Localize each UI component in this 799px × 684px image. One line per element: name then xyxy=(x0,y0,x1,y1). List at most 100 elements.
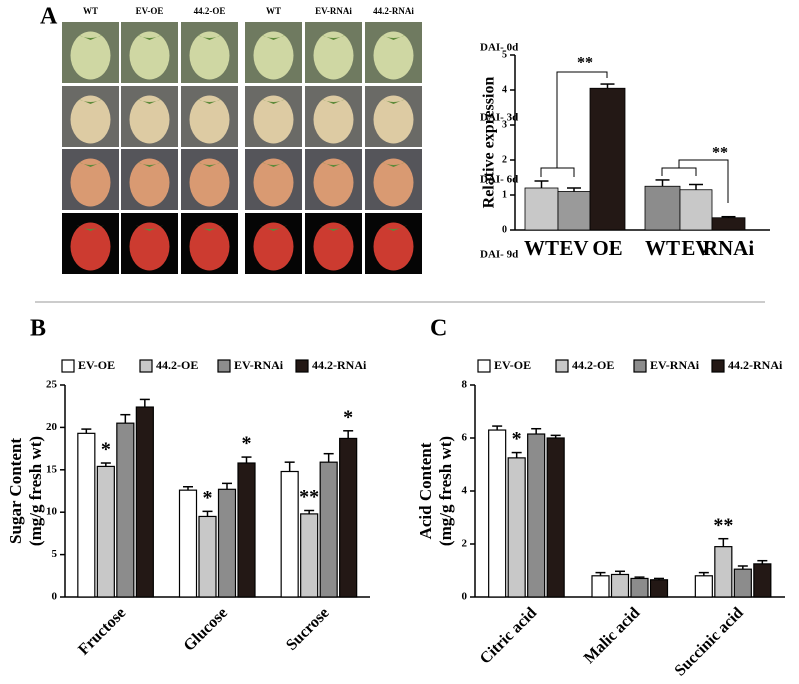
calyx xyxy=(76,161,105,167)
calyx xyxy=(319,161,348,167)
legend-swatch xyxy=(139,359,153,373)
legend-label: 44.2-OE xyxy=(572,358,614,372)
y-axis-label: Sugar Content xyxy=(6,438,25,544)
strawberry xyxy=(253,95,294,144)
error-bar xyxy=(492,425,503,431)
strawberry xyxy=(70,95,111,144)
strawberry xyxy=(313,95,354,144)
calyx xyxy=(259,98,288,104)
bar xyxy=(630,577,649,598)
y-tick-label: 4 xyxy=(462,485,468,497)
bar xyxy=(733,568,752,598)
strawberry xyxy=(70,31,111,80)
photo-column-label: EV-RNAi xyxy=(315,6,352,16)
bar xyxy=(546,437,565,598)
strawberry xyxy=(253,222,294,271)
calyx xyxy=(319,34,348,40)
y-tick-label: 6 xyxy=(462,432,468,444)
calyx xyxy=(195,225,224,231)
bar xyxy=(280,470,299,598)
calyx xyxy=(195,98,224,104)
error-bar xyxy=(284,461,295,472)
error-bar xyxy=(183,486,193,491)
y-tick-label: 0 xyxy=(462,591,468,603)
bar xyxy=(178,489,198,598)
bar xyxy=(610,573,630,598)
strawberry xyxy=(253,158,294,207)
error-bar xyxy=(567,187,581,192)
strawberry xyxy=(70,158,111,207)
calyx xyxy=(195,34,224,40)
calyx xyxy=(379,225,408,231)
legend-swatch xyxy=(295,359,309,373)
legend-swatch xyxy=(217,359,231,373)
x-tick-label: WT xyxy=(524,236,559,260)
y-axis-label: (mg/g fresh wt) xyxy=(26,436,45,546)
strawberry xyxy=(129,158,170,207)
y-tick-label: 4 xyxy=(502,84,507,95)
significance-label: * xyxy=(343,406,353,428)
x-tick-label: WT xyxy=(645,236,680,260)
bar xyxy=(96,465,115,598)
photo-column-label: WT xyxy=(83,6,98,16)
error-bar xyxy=(718,537,729,547)
calyx xyxy=(319,225,348,231)
panel-letter: A xyxy=(40,4,58,30)
bracket xyxy=(661,159,729,203)
y-axis-label: Acid Content xyxy=(416,442,435,539)
x-tick-label: Succinic acid xyxy=(672,604,747,679)
photo-column-label: EV-OE xyxy=(136,6,164,16)
y-tick-label: 2 xyxy=(462,538,468,550)
bar xyxy=(339,437,358,598)
error-bar xyxy=(654,577,664,580)
calyx xyxy=(76,225,105,231)
significance-label: * xyxy=(512,428,522,450)
photo-column-label: 44.2-OE xyxy=(194,6,226,16)
error-bar xyxy=(511,451,522,458)
error-bar xyxy=(689,183,703,190)
error-bar xyxy=(655,179,670,187)
bar xyxy=(679,189,713,231)
legend-label: 44.2-OE xyxy=(156,358,198,372)
bar xyxy=(116,422,135,598)
significance-label: ** xyxy=(577,55,593,72)
calyx xyxy=(379,98,408,104)
calyx xyxy=(259,34,288,40)
x-tick-label: Fructose xyxy=(75,604,129,658)
error-bar xyxy=(721,215,736,218)
strawberry xyxy=(129,31,170,80)
error-bar xyxy=(241,456,252,464)
photo-row-label: DAI- 6d xyxy=(480,174,518,186)
strawberry xyxy=(373,222,414,271)
error-bar xyxy=(120,413,131,424)
error-bar xyxy=(550,434,561,438)
y-tick-label: 10 xyxy=(46,506,58,518)
calyx xyxy=(379,161,408,167)
error-bar xyxy=(202,510,213,517)
significance-label: ** xyxy=(713,514,733,536)
calyx xyxy=(76,34,105,40)
calyx xyxy=(195,161,224,167)
calyx xyxy=(135,34,164,40)
calyx xyxy=(135,225,164,231)
legend-label: EV-OE xyxy=(494,358,531,372)
y-tick-label: 1 xyxy=(502,189,507,200)
error-bar xyxy=(534,180,549,188)
error-bar xyxy=(222,482,232,490)
strawberry xyxy=(373,158,414,207)
y-tick-label: 25 xyxy=(46,379,58,391)
y-tick-label: 0 xyxy=(502,224,507,235)
bar xyxy=(488,429,507,598)
legend-label: EV-RNAi xyxy=(650,358,700,372)
x-tick-label: Citric acid xyxy=(477,604,540,667)
strawberry xyxy=(253,31,294,80)
y-axis-label: (mg/g fresh wt) xyxy=(436,436,455,546)
bar xyxy=(300,513,319,598)
bar xyxy=(198,515,217,598)
bar xyxy=(589,87,626,231)
bar xyxy=(649,579,669,598)
significance-label: * xyxy=(242,433,252,455)
photo-column-label: WT xyxy=(266,6,281,16)
strawberry xyxy=(189,158,230,207)
